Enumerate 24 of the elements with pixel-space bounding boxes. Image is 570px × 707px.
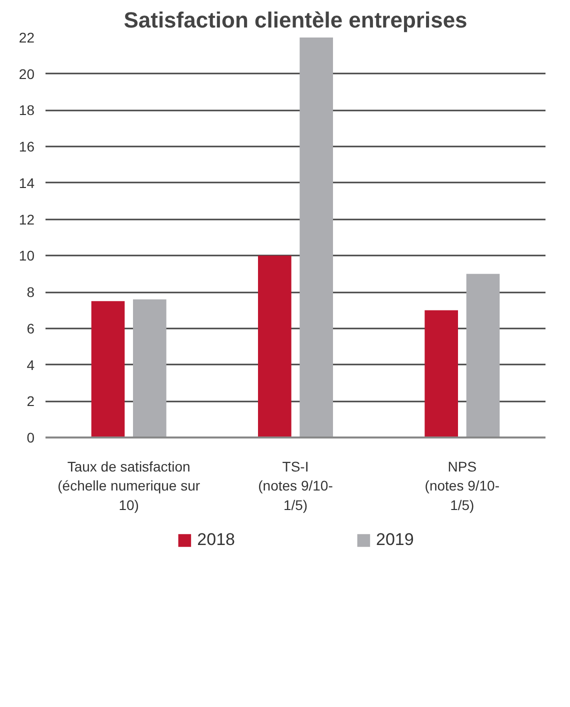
x-tick-label: Taux de satisfaction (échelle numerique sur 10)	[58, 458, 200, 513]
y-tick-label: 10	[18, 248, 35, 264]
y-tick-label: 22	[18, 30, 35, 46]
x-tick-label: TS-I (notes 9/10- 1/5)	[258, 458, 334, 513]
y-tick-label: 14	[18, 174, 35, 191]
bar	[91, 301, 125, 438]
bar	[300, 38, 333, 438]
y-tick-label: 6	[26, 320, 35, 336]
bar	[133, 299, 166, 438]
legend-label: 2018	[197, 530, 235, 550]
x-tick-label: NPS (notes 9/10- 1/5)	[424, 458, 500, 513]
chart-title: Satisfaction clientèle entreprises	[124, 8, 468, 32]
y-tick-label: 2	[26, 393, 35, 410]
bar	[466, 274, 500, 438]
y-tick-label: 8	[26, 284, 35, 300]
legend-label: 2019	[376, 530, 414, 550]
y-tick-label: 12	[18, 211, 35, 228]
y-tick-label: 4	[26, 356, 35, 373]
y-tick-label: 16	[18, 138, 35, 155]
y-tick-label: 18	[18, 102, 35, 118]
bar	[258, 256, 292, 438]
bar	[424, 310, 458, 438]
y-tick-label: 0	[26, 430, 35, 446]
y-tick-label: 20	[18, 66, 35, 82]
